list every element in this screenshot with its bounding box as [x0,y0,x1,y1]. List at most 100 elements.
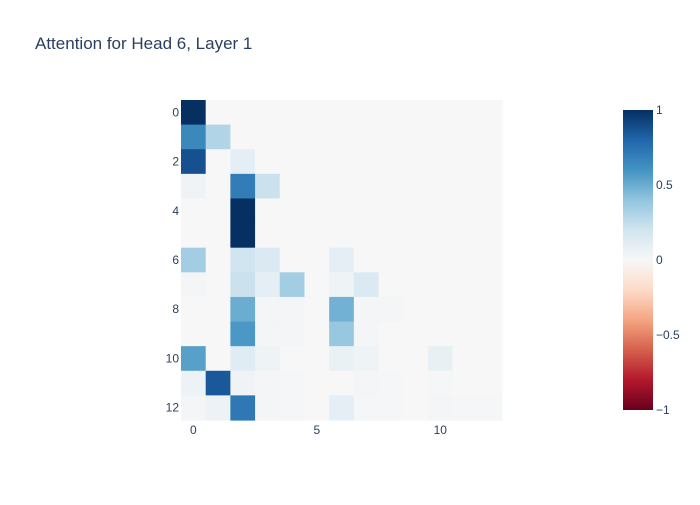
heatmap-cell [452,247,478,273]
heatmap-cell [230,346,256,372]
heatmap-cell [230,198,256,224]
y-tick-label: 2 [172,155,179,169]
heatmap-cell [403,247,429,273]
x-tick-label: 10 [434,423,448,437]
heatmap-cell [255,124,281,150]
heatmap-cell [353,100,380,126]
heatmap-cell [378,395,404,421]
heatmap-cell [378,100,404,126]
heatmap-cell [477,124,503,150]
heatmap-cell [181,272,207,298]
heatmap-cell [353,272,380,298]
y-tick-label: 4 [172,204,179,218]
heatmap-cell [279,272,306,298]
heatmap-cell [353,321,380,347]
heatmap-cell [329,272,355,298]
heatmap-cell [181,173,207,200]
heatmap-cell [427,321,454,347]
heatmap-cell [304,100,330,126]
heatmap-cell [230,100,256,126]
heatmap-cell [427,370,454,396]
heatmap-cell [427,173,454,200]
heatmap-cell [452,173,478,200]
heatmap-cell [230,395,256,421]
heatmap-cell [181,346,207,372]
heatmap-cell [477,198,503,224]
heatmap-cell [304,124,330,150]
heatmap-cell [378,346,404,372]
heatmap-cell [329,149,355,175]
heatmap-cell [304,296,330,323]
heatmap-cell [329,346,355,372]
heatmap-cell [427,124,454,150]
heatmap-cell [181,370,207,396]
heatmap-cell [378,198,404,224]
y-tick-label: 0 [172,105,179,119]
chart-title: Attention for Head 6, Layer 1 [35,34,253,53]
heatmap-cell [181,296,207,323]
heatmap-cell [353,296,380,323]
heatmap-cell [181,395,207,421]
heatmap-cell [403,100,429,126]
heatmap-cell [329,296,355,323]
heatmap-cell [452,198,478,224]
heatmap-cell [477,395,503,421]
heatmap-cell [279,100,306,126]
heatmap-cell [205,247,231,273]
heatmap-cell [477,149,503,175]
heatmap-cell [181,247,207,273]
heatmap-cell [378,149,404,175]
y-tick-label: 10 [166,351,180,365]
heatmap-cell [329,100,355,126]
heatmap-cell [427,100,454,126]
heatmap-cell [353,223,380,249]
heatmap-cell [378,124,404,150]
heatmap-cell [353,149,380,175]
heatmap-cell [230,272,256,298]
y-tick-label: 6 [172,253,179,267]
heatmap-cell [427,149,454,175]
heatmap-cell [255,321,281,347]
heatmap-cell [353,346,380,372]
heatmap-cell [230,149,256,175]
colorbar-gradient [623,110,653,410]
heatmap-cell [279,198,306,224]
heatmap-cell [304,173,330,200]
heatmap-cell [230,124,256,150]
heatmap-cells [181,100,503,421]
colorbar-tick-label: −1 [656,403,670,417]
heatmap-cell [205,272,231,298]
heatmap-cell [403,370,429,396]
heatmap-cell [329,198,355,224]
colorbar-tick-label: −0.5 [656,328,680,342]
heatmap-cell [279,247,306,273]
heatmap-cell [452,296,478,323]
heatmap-cell [230,321,256,347]
heatmap-cell [452,395,478,421]
heatmap-cell [378,223,404,249]
heatmap-cell [353,198,380,224]
heatmap-cell [279,296,306,323]
heatmap-cell [329,124,355,150]
heatmap-cell [205,370,231,396]
colorbar-tick-label: 0.5 [656,178,673,192]
heatmap-cell [255,272,281,298]
heatmap-cell [403,223,429,249]
heatmap-cell [403,321,429,347]
heatmap-cell [452,272,478,298]
heatmap-cell [452,124,478,150]
heatmap-cell [403,272,429,298]
heatmap-cell [255,198,281,224]
heatmap-cell [181,124,207,150]
heatmap-cell [378,296,404,323]
heatmap-cell [279,124,306,150]
heatmap-cell [452,321,478,347]
heatmap-cell [181,100,207,126]
heatmap-cell [477,173,503,200]
heatmap-cell [329,173,355,200]
heatmap-cell [255,296,281,323]
heatmap-cell [403,198,429,224]
heatmap-cell [181,223,207,249]
